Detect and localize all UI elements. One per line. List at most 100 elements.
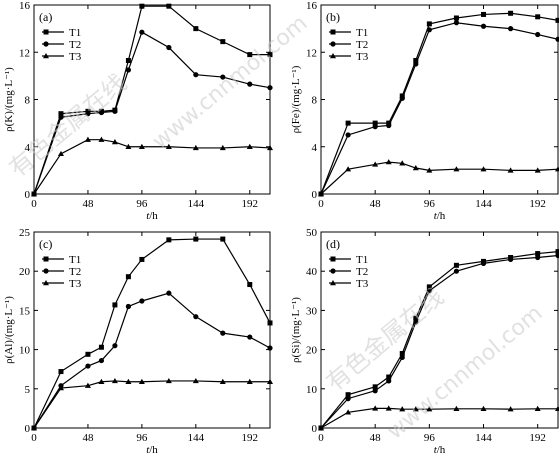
x-axis-label: t/h [146,444,158,454]
data-point [166,290,172,296]
series-line [33,139,271,195]
legend-label: T2 [69,39,81,51]
legend-label: T2 [356,39,368,51]
x-tick-label: 48 [82,432,94,444]
data-point [112,108,118,114]
data-point [426,288,432,294]
x-tick-label: 144 [475,198,492,210]
watermark-text-cn: 有色金属在线 [4,69,132,183]
data-point [98,344,104,350]
series-line [320,254,559,429]
data-point [413,319,419,325]
y-tick-label: 4 [312,142,318,154]
data-point [193,26,199,32]
data-point [555,17,559,23]
x-tick-label: 0 [31,432,37,444]
data-point [267,144,273,151]
data-point [508,256,514,263]
data-point [246,143,253,149]
x-tick-label: 0 [31,198,37,210]
data-point [267,378,273,384]
data-point [372,384,378,390]
data-point [166,237,172,243]
legend-label: T1 [356,254,368,266]
data-point [220,39,226,45]
data-point [372,405,379,411]
legend-label: T3 [356,278,369,290]
data-point [166,44,172,51]
data-point [386,122,392,129]
series-T3 [318,405,559,431]
watermark-url: www.cnnmol.com [148,11,313,155]
data-point [98,378,105,384]
legend-marker [43,268,49,274]
data-point [112,302,118,308]
data-point [193,314,199,320]
data-point [125,67,131,73]
data-point [138,143,145,149]
data-point [112,343,118,349]
data-point [345,166,352,172]
y-tick-label: 12 [306,47,317,59]
data-point [267,85,273,91]
series-line [320,161,559,195]
data-point [535,31,541,38]
data-point [480,166,487,172]
data-point [535,254,541,261]
data-point [318,191,324,197]
data-point [386,374,392,380]
data-point [372,124,378,130]
legend-label: T1 [356,27,368,39]
data-point [453,405,460,411]
chart-panel-4: 0 48 96 144 192 0 10 20 30 40 50 t/h ρ(Si)/(mg·L⁻¹) (… [290,227,559,454]
legend-marker [330,268,336,274]
data-point [345,392,351,398]
plot-frame [320,231,559,429]
data-point [85,363,91,369]
x-tick-label: 48 [370,198,382,210]
y-tick-label: 0 [312,189,318,201]
panel-label: (b) [326,10,340,24]
data-point [267,52,273,58]
y-tick-label: 40 [306,266,318,278]
y-tick-label: 10 [306,384,318,396]
data-point [413,315,419,321]
data-point [508,26,514,32]
data-point [246,378,253,384]
legend-label: T3 [69,51,82,63]
series-T2 [31,29,273,197]
data-point [534,167,541,173]
x-axis-label: t/h [146,210,158,222]
data-point [267,345,273,351]
legend-label: T2 [69,266,81,278]
data-point [426,21,432,27]
y-tick-label: 4 [25,142,31,154]
data-point [219,144,226,151]
series-T2 [318,20,559,197]
data-point [372,388,378,394]
chart-panel-2: 0 48 96 144 1920481216t/hρ(Fe)/(mg·L⁻¹)(b)T1… [290,0,559,222]
y-tick-label: 30 [306,305,318,317]
series-T1 [31,236,273,431]
legend-label: T3 [356,51,369,63]
x-tick-label: 144 [475,432,492,444]
data-point [84,136,91,142]
x-tick-label: 192 [529,198,546,210]
data-point [555,252,559,259]
data-point [166,3,172,9]
data-point [426,406,433,412]
legend-marker [43,256,49,262]
legend-marker [330,41,336,47]
series-line [320,251,559,429]
legend-label: T3 [69,278,82,290]
watermark: 有色金属在线 www.cnnmol.com 有色金属在线 www.cnnmol.… [4,11,548,445]
x-tick-label: 192 [242,432,259,444]
data-point [98,109,105,116]
series-line [320,12,559,195]
x-tick-label: 96 [136,198,148,210]
data-point [125,274,131,280]
